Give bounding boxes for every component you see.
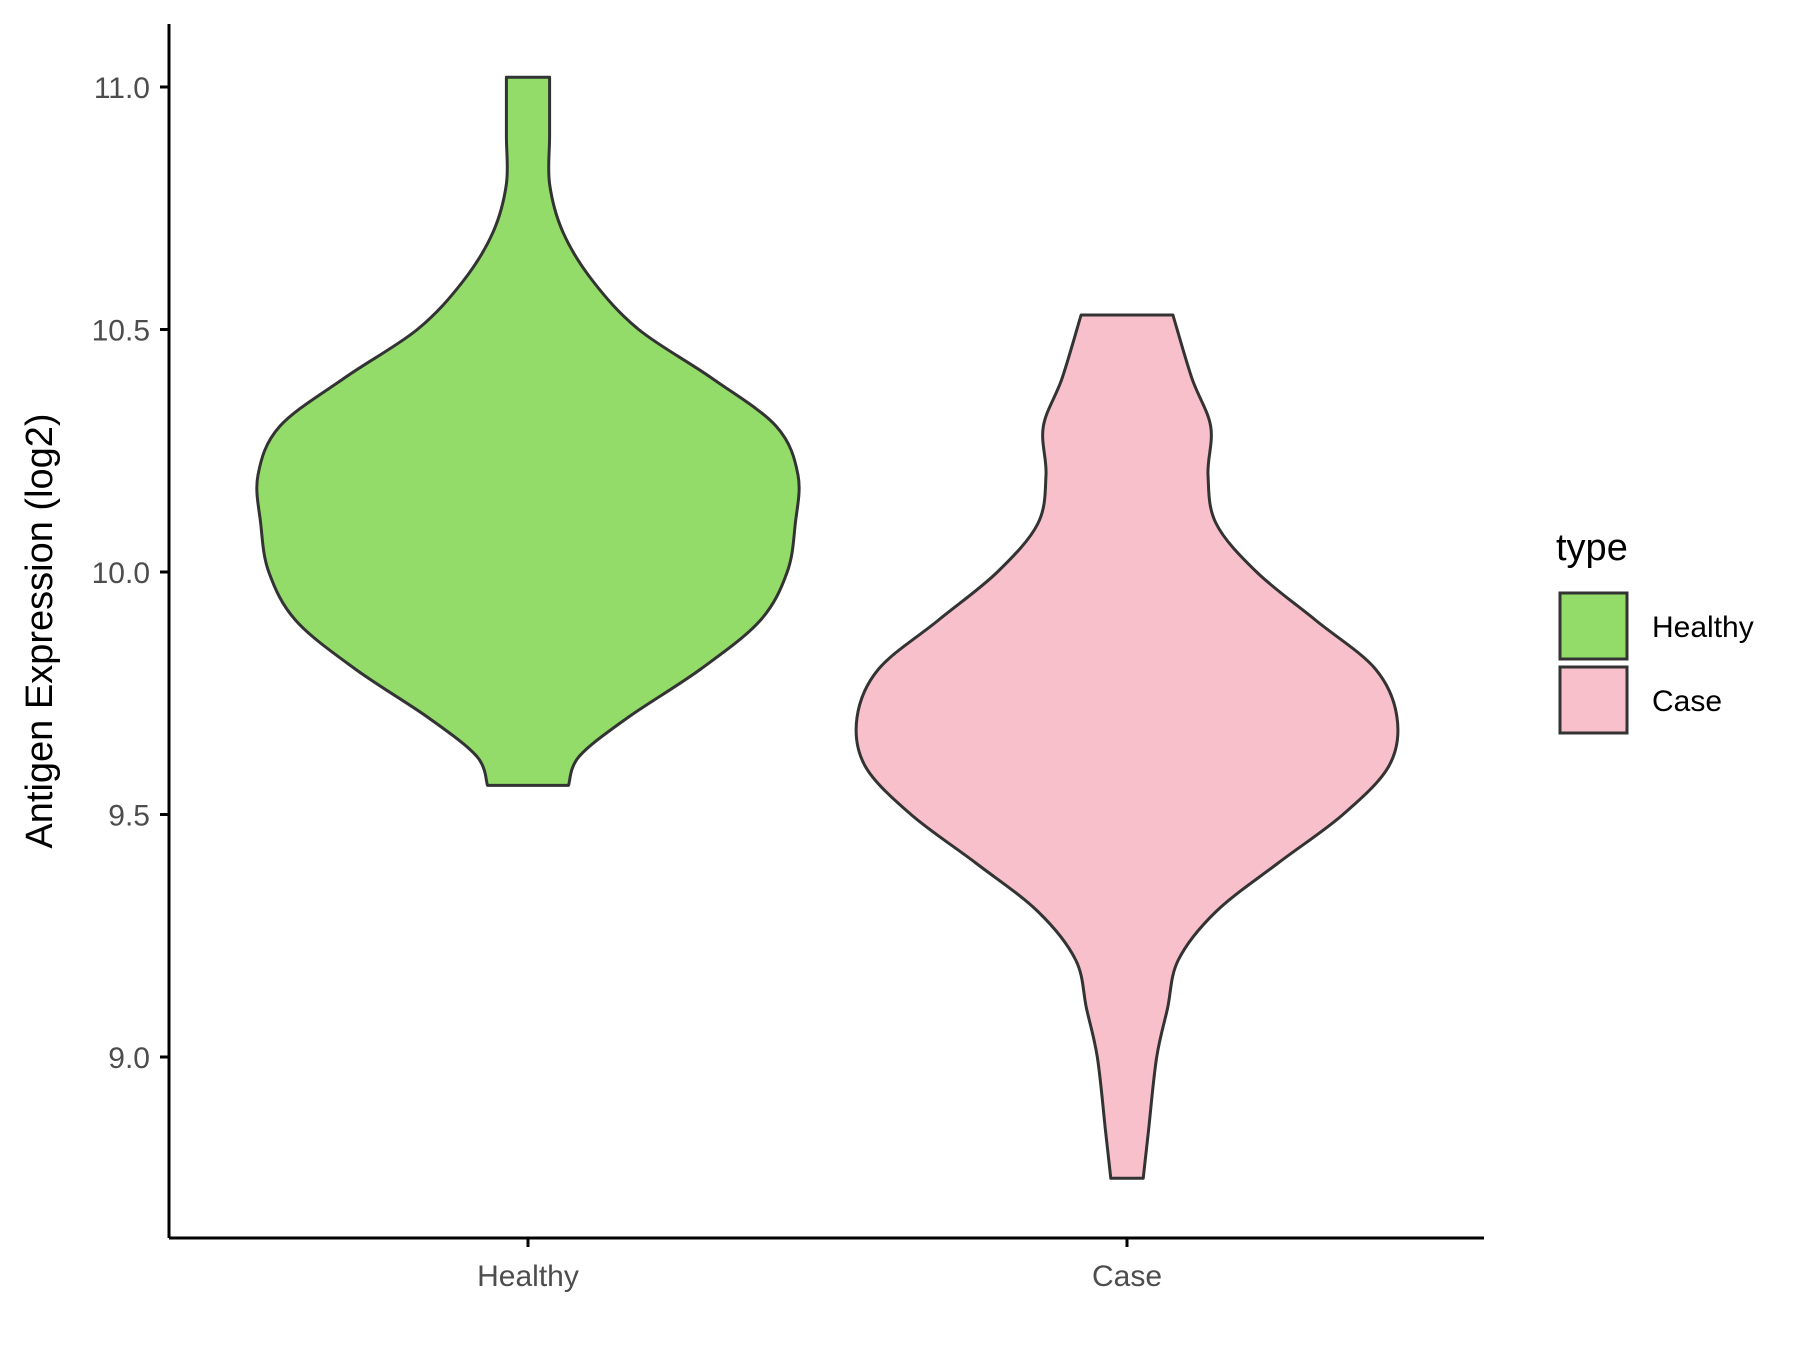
violins-layer [255, 75, 1400, 1180]
y-tick-label: 10.0 [92, 557, 150, 590]
y-tick-label: 10.5 [92, 315, 150, 348]
legend-items: Healthy Case [1558, 591, 1754, 735]
x-tick-label: Case [1092, 1260, 1162, 1293]
y-tick-label: 9.5 [108, 800, 150, 833]
x-tick-label: Healthy [477, 1260, 579, 1293]
legend-swatch-case [1558, 665, 1629, 735]
axes-layer [167, 24, 1484, 1240]
y-tick-label: 9.0 [108, 1042, 150, 1075]
legend-label: Healthy [1652, 611, 1754, 644]
y-axis-label: Antigen Expression (log2) [19, 413, 61, 848]
y-tick-label: 11.0 [94, 72, 150, 105]
legend: type Healthy Case [1556, 527, 1754, 735]
y-ticks: 9.0 9.5 10.0 10.5 11.0 [92, 72, 169, 1075]
violin-case [854, 313, 1400, 1180]
legend-title: type [1556, 527, 1628, 569]
violin-healthy [255, 75, 801, 787]
legend-swatch-healthy [1558, 591, 1629, 661]
x-ticks: Healthy Case [477, 1238, 1162, 1293]
legend-label: Case [1652, 685, 1722, 718]
